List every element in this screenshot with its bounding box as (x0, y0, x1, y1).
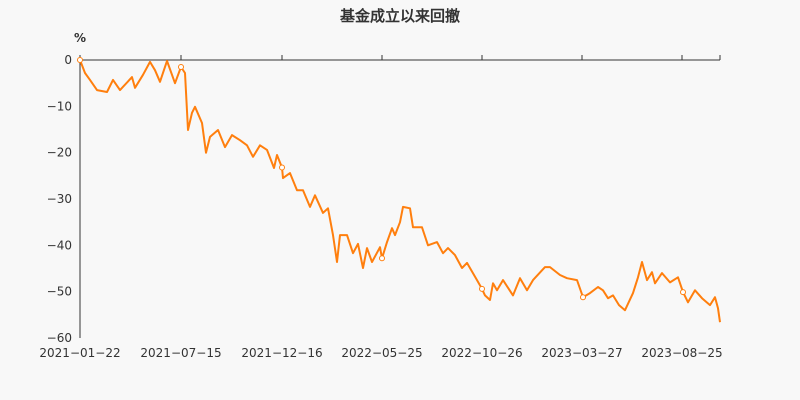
data-point-marker (77, 57, 83, 63)
x-tick-label: 2021−07−15 (140, 346, 221, 360)
data-point-marker (279, 164, 285, 171)
x-tick-label: 2023−03−27 (541, 346, 622, 360)
data-point-marker (580, 294, 586, 301)
y-axis-unit: % (74, 31, 86, 45)
data-point-marker (680, 289, 686, 296)
y-tick-label: −30 (47, 192, 72, 206)
drawdown-line (79, 59, 721, 323)
y-tick-label: −40 (47, 238, 72, 252)
x-tick-label: 2022−05−25 (341, 346, 422, 360)
chart-title: 基金成立以来回撤 (339, 7, 460, 25)
data-point-marker (379, 255, 385, 262)
x-tick-label: 2023−08−25 (641, 346, 722, 360)
data-point-marker (479, 285, 485, 292)
x-tick-label: 2021−12−16 (241, 346, 322, 360)
y-tick-label: −10 (47, 99, 72, 113)
y-tick-label: −20 (47, 146, 72, 160)
x-tick-label: 2022−10−26 (441, 346, 522, 360)
data-point-marker (178, 63, 184, 70)
x-tick-label: 2021−01−22 (39, 346, 120, 360)
y-tick-label: −50 (47, 285, 72, 299)
y-tick-label: 0 (64, 53, 72, 67)
y-tick-label: −60 (47, 331, 72, 345)
